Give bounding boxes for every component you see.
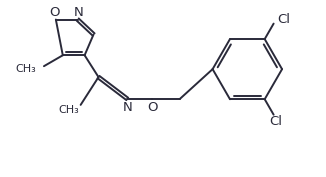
Text: Cl: Cl [277, 13, 290, 26]
Text: N: N [122, 101, 132, 114]
Text: O: O [147, 101, 157, 114]
Text: N: N [74, 6, 83, 19]
Text: Cl: Cl [269, 115, 282, 128]
Text: O: O [50, 6, 60, 19]
Text: CH₃: CH₃ [15, 64, 36, 74]
Text: CH₃: CH₃ [58, 105, 79, 115]
